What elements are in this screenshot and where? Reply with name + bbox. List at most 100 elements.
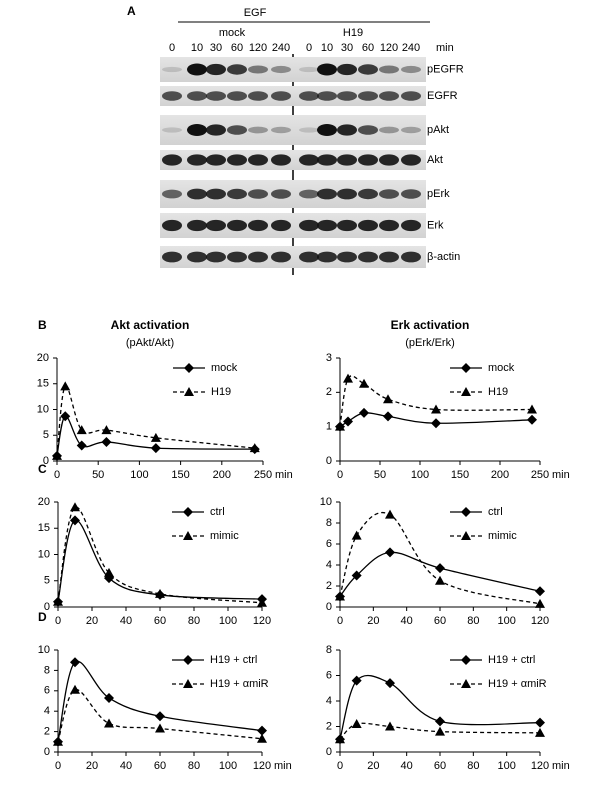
x-tick-label: 20 (367, 615, 379, 627)
blot-band (379, 154, 399, 166)
blot-band (227, 219, 247, 232)
blot-band (248, 189, 268, 199)
blot-band (206, 154, 226, 166)
y-tick-label: 2 (326, 720, 332, 732)
y-tick-label: 4 (44, 705, 50, 717)
data-point (385, 678, 395, 689)
x-tick-label: 0 (55, 615, 61, 627)
series-line (57, 506, 263, 604)
data-point (385, 547, 395, 558)
legend-marker (461, 679, 471, 688)
legend-marker (184, 387, 194, 396)
x-tick-label: 200 (213, 469, 231, 481)
blot-band (248, 91, 268, 101)
x-tick-label: 60 (154, 760, 166, 772)
y-tick-label: 4 (326, 695, 332, 707)
x-tick-label: 20 (86, 615, 98, 627)
legend-label: ctrl (210, 506, 225, 518)
y-tick-label: 0 (44, 601, 50, 613)
data-point (527, 414, 537, 425)
series-line (339, 674, 541, 740)
blot-band (337, 188, 357, 200)
blot-band (187, 188, 207, 200)
blot-band (206, 219, 226, 232)
x-unit: min (552, 760, 570, 772)
y-tick-label: 10 (38, 644, 50, 656)
blot-band (337, 219, 357, 232)
x-tick-label: 80 (188, 615, 200, 627)
legend-label: H19 + αmiR (210, 678, 269, 690)
y-tick-label: 6 (326, 669, 332, 681)
x-tick-label: 120 (531, 760, 549, 772)
lane-unit: min (436, 42, 454, 54)
data-point (101, 425, 112, 435)
data-point (104, 718, 114, 728)
x-tick-label: 150 (451, 469, 469, 481)
x-tick-label: 200 (491, 469, 509, 481)
x-tick-label: 100 (411, 469, 429, 481)
panel-label: A (127, 4, 136, 18)
y-tick-label: 8 (44, 664, 50, 676)
x-tick-label: 120 (253, 615, 271, 627)
data-point (431, 418, 441, 429)
row-label: Erk (427, 219, 444, 231)
blot-band (299, 154, 319, 166)
blot-strip (160, 246, 426, 268)
blot-band (337, 154, 357, 166)
x-tick-label: 60 (154, 615, 166, 627)
blot-band (358, 251, 378, 263)
data-point (435, 726, 445, 736)
blot-band (358, 188, 378, 200)
x-tick-label: 40 (120, 615, 132, 627)
blot-band (379, 65, 399, 74)
blot-band (401, 251, 421, 263)
y-tick-label: 5 (43, 429, 49, 441)
x-tick-label: 0 (337, 615, 343, 627)
y-tick-label: 20 (37, 352, 49, 364)
blot-band (206, 91, 226, 101)
blot-band (248, 154, 268, 166)
data-point (257, 725, 267, 736)
data-point (257, 733, 267, 743)
y-tick-label: 0 (43, 455, 49, 467)
data-point (150, 432, 161, 442)
legend-marker (461, 363, 471, 373)
blot-band (358, 91, 378, 101)
blot-band (401, 65, 421, 74)
data-point (76, 425, 87, 435)
series-line (339, 375, 533, 427)
x-tick-label: 0 (55, 760, 61, 772)
y-tick-label: 8 (326, 644, 332, 656)
y-tick-label: 6 (44, 685, 50, 697)
data-point (70, 657, 80, 668)
x-tick-label: 20 (367, 760, 379, 772)
treatment-label: EGF (244, 7, 267, 19)
data-point (53, 596, 63, 606)
chart-title: Akt activation (111, 318, 190, 332)
blot-band (271, 65, 291, 74)
x-tick-label: 0 (54, 469, 60, 481)
y-tick-label: 15 (38, 522, 50, 534)
legend-marker (183, 679, 193, 688)
blot-band (248, 219, 268, 232)
data-point (155, 588, 165, 598)
blot-band (271, 251, 291, 263)
blot-band (299, 66, 319, 73)
blot-band (317, 154, 337, 166)
legend-label: H19 (488, 386, 508, 398)
blot-band (162, 154, 182, 166)
y-tick-label: 20 (38, 496, 50, 508)
x-tick-label: 0 (337, 469, 343, 481)
data-point (101, 436, 112, 447)
blot-band (317, 124, 337, 136)
y-tick-label: 0 (326, 601, 332, 613)
group-label: mock (219, 27, 246, 39)
blot-band (299, 189, 319, 199)
blot-band (187, 154, 207, 166)
panel-label: D (38, 610, 47, 624)
blot-band (337, 63, 357, 76)
blot-strip (160, 150, 426, 170)
blot-band (337, 251, 357, 263)
data-point (383, 411, 393, 422)
y-tick-label: 2 (44, 726, 50, 738)
